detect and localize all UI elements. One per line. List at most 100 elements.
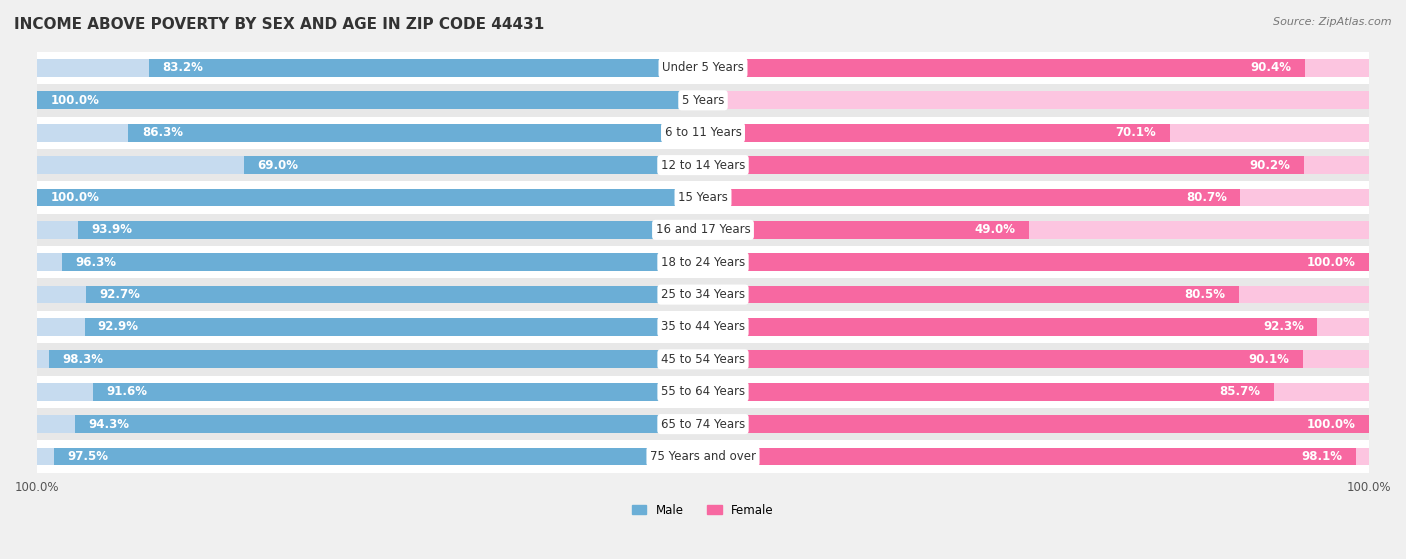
Bar [703, 318, 1369, 336]
Text: 90.1%: 90.1% [1249, 353, 1289, 366]
Text: 92.7%: 92.7% [100, 288, 141, 301]
Bar [37, 350, 703, 368]
Bar [37, 92, 703, 109]
Bar [703, 59, 1305, 77]
Bar [49, 350, 703, 368]
Text: 91.6%: 91.6% [107, 385, 148, 398]
Text: 97.5%: 97.5% [67, 450, 108, 463]
Bar [703, 318, 1317, 336]
Bar [703, 253, 1369, 271]
Bar [703, 350, 1303, 368]
Bar [37, 408, 1369, 440]
Bar [37, 156, 703, 174]
Text: 93.9%: 93.9% [91, 224, 132, 236]
Bar [703, 286, 1369, 304]
Bar [243, 156, 703, 174]
Bar [703, 415, 1369, 433]
Text: Under 5 Years: Under 5 Years [662, 61, 744, 74]
Bar [37, 311, 1369, 343]
Bar [37, 343, 1369, 376]
Bar [37, 286, 703, 304]
Bar [37, 221, 703, 239]
Bar [93, 383, 703, 401]
Bar [37, 52, 1369, 84]
Bar [37, 181, 1369, 214]
Text: 92.9%: 92.9% [98, 320, 139, 334]
Bar [703, 156, 1303, 174]
Bar [703, 59, 1369, 77]
Text: 5 Years: 5 Years [682, 94, 724, 107]
Text: 55 to 64 Years: 55 to 64 Years [661, 385, 745, 398]
Text: 98.1%: 98.1% [1302, 450, 1343, 463]
Bar [37, 246, 1369, 278]
Text: 35 to 44 Years: 35 to 44 Years [661, 320, 745, 334]
Bar [37, 59, 703, 77]
Bar [703, 124, 1170, 141]
Bar [703, 415, 1369, 433]
Text: 100.0%: 100.0% [51, 94, 100, 107]
Bar [37, 415, 703, 433]
Text: 6 to 11 Years: 6 to 11 Years [665, 126, 741, 139]
Bar [703, 350, 1369, 368]
Bar [37, 440, 1369, 473]
Bar [703, 221, 1029, 239]
Text: 98.3%: 98.3% [62, 353, 103, 366]
Bar [703, 92, 1369, 109]
Bar [37, 149, 1369, 181]
Text: 83.2%: 83.2% [163, 61, 204, 74]
Bar [37, 124, 703, 141]
Bar [37, 92, 703, 109]
Bar [37, 448, 703, 466]
Text: 75 Years and over: 75 Years and over [650, 450, 756, 463]
Bar [703, 156, 1369, 174]
Text: 96.3%: 96.3% [75, 255, 117, 269]
Bar [86, 286, 703, 304]
Bar [53, 448, 703, 466]
Bar [37, 383, 703, 401]
Text: 69.0%: 69.0% [257, 159, 298, 172]
Bar [703, 383, 1274, 401]
Bar [703, 188, 1369, 206]
Text: 80.7%: 80.7% [1187, 191, 1227, 204]
Bar [37, 278, 1369, 311]
Bar [37, 318, 703, 336]
Bar [149, 59, 703, 77]
Bar [62, 253, 703, 271]
Text: 25 to 34 Years: 25 to 34 Years [661, 288, 745, 301]
Bar [37, 253, 703, 271]
Text: 92.3%: 92.3% [1264, 320, 1305, 334]
Bar [37, 84, 1369, 116]
Text: 45 to 54 Years: 45 to 54 Years [661, 353, 745, 366]
Legend: Male, Female: Male, Female [627, 499, 779, 522]
Bar [84, 318, 703, 336]
Bar [703, 221, 1369, 239]
Bar [128, 124, 703, 141]
Bar [703, 124, 1369, 141]
Bar [77, 221, 703, 239]
Bar [37, 116, 1369, 149]
Bar [703, 448, 1357, 466]
Text: 49.0%: 49.0% [974, 224, 1017, 236]
Text: 90.4%: 90.4% [1250, 61, 1292, 74]
Text: 15 Years: 15 Years [678, 191, 728, 204]
Bar [703, 286, 1239, 304]
Text: 70.1%: 70.1% [1115, 126, 1156, 139]
Bar [703, 253, 1369, 271]
Bar [703, 448, 1369, 466]
Text: 18 to 24 Years: 18 to 24 Years [661, 255, 745, 269]
Bar [37, 188, 703, 206]
Text: 100.0%: 100.0% [51, 191, 100, 204]
Bar [37, 188, 703, 206]
Text: 100.0%: 100.0% [1306, 255, 1355, 269]
Text: 85.7%: 85.7% [1219, 385, 1260, 398]
Text: Source: ZipAtlas.com: Source: ZipAtlas.com [1274, 17, 1392, 27]
Text: 86.3%: 86.3% [142, 126, 183, 139]
Bar [703, 188, 1240, 206]
Text: 94.3%: 94.3% [89, 418, 129, 430]
Text: 90.2%: 90.2% [1250, 159, 1291, 172]
Bar [37, 214, 1369, 246]
Text: 65 to 74 Years: 65 to 74 Years [661, 418, 745, 430]
Text: INCOME ABOVE POVERTY BY SEX AND AGE IN ZIP CODE 44431: INCOME ABOVE POVERTY BY SEX AND AGE IN Z… [14, 17, 544, 32]
Bar [75, 415, 703, 433]
Text: 100.0%: 100.0% [1306, 418, 1355, 430]
